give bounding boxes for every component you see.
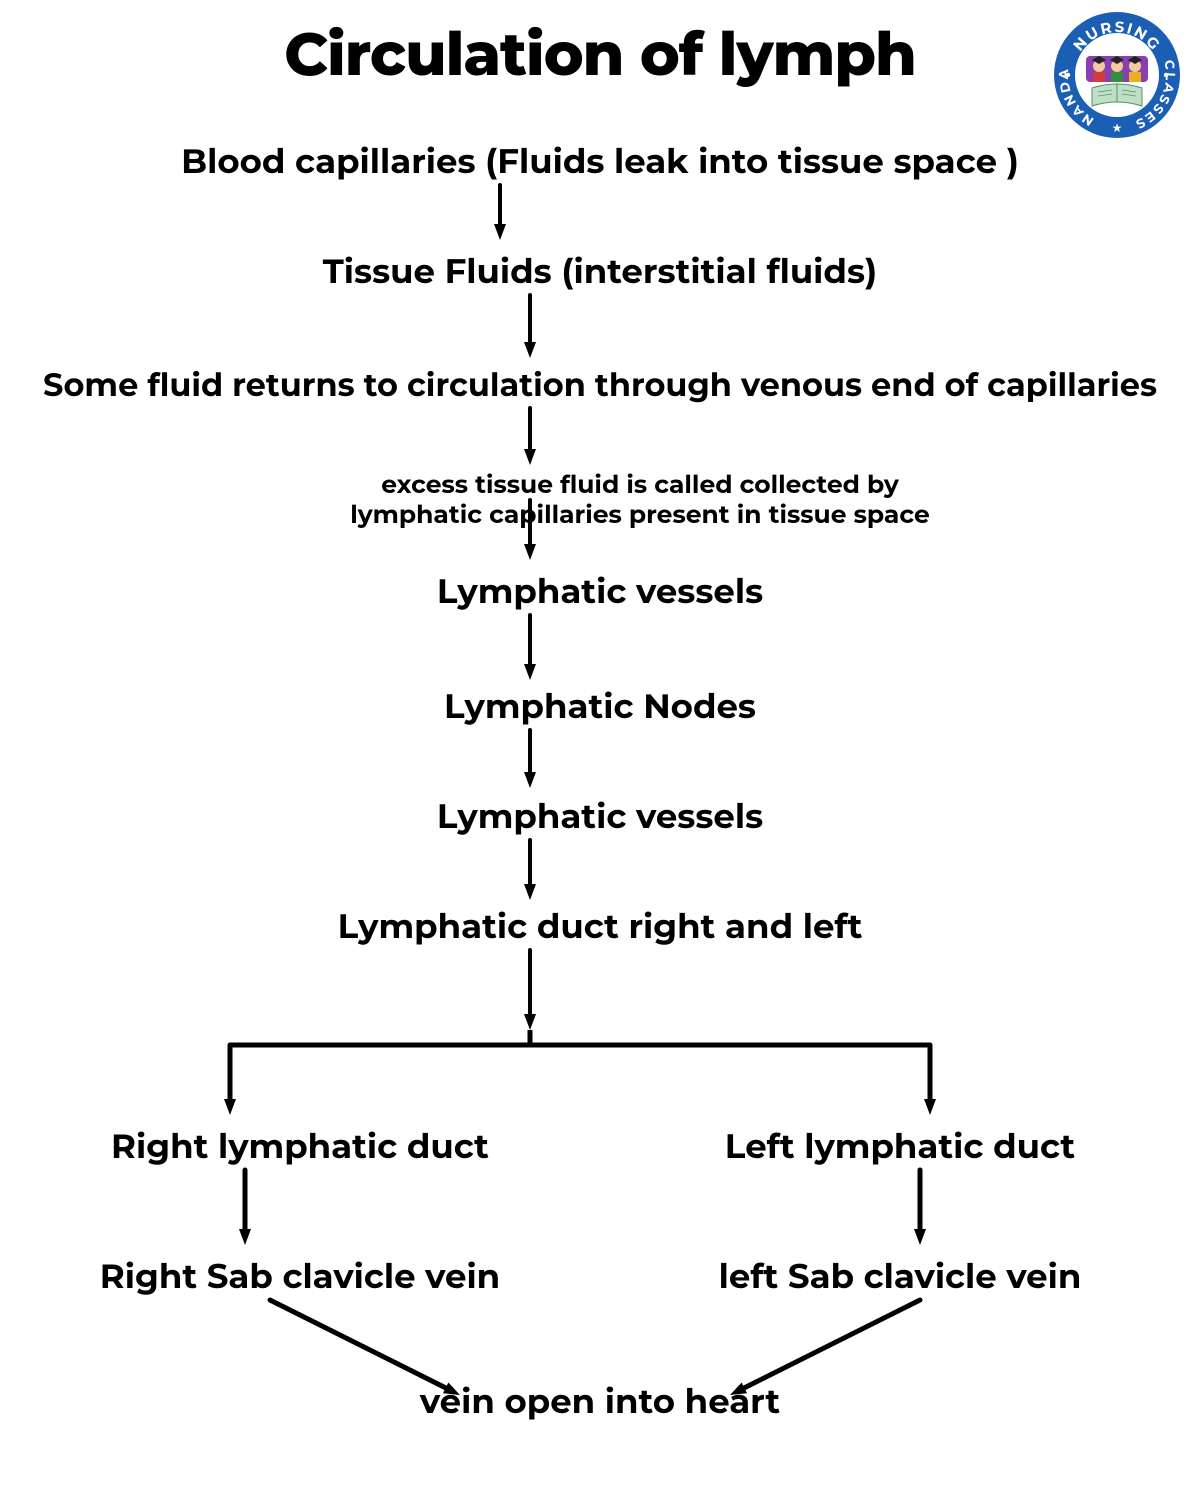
flow-node-n10: Left lymphatic duct [600, 1125, 1200, 1167]
flow-node-n12: left Sab clavicle vein [600, 1255, 1200, 1297]
flow-node-n7: Lymphatic vessels [0, 795, 1200, 837]
flow-node-n1: Blood capillaries (Fluids leak into tiss… [0, 140, 1200, 182]
flow-node-n6: Lymphatic Nodes [0, 685, 1200, 727]
flow-node-n5: Lymphatic vessels [0, 570, 1200, 612]
flow-node-n2: Tissue Fluids (interstitial fluids) [0, 250, 1200, 292]
flow-node-n9: Right lymphatic duct [0, 1125, 600, 1167]
flow-node-n4: excess tissue fluid is called collected … [340, 470, 940, 530]
flow-node-n3: Some fluid returns to circulation throug… [0, 366, 1200, 405]
flow-node-n11: Right Sab clavicle vein [0, 1255, 600, 1297]
flow-node-n13: vein open into heart [0, 1380, 1200, 1422]
flow-node-n8: Lymphatic duct right and left [0, 905, 1200, 947]
